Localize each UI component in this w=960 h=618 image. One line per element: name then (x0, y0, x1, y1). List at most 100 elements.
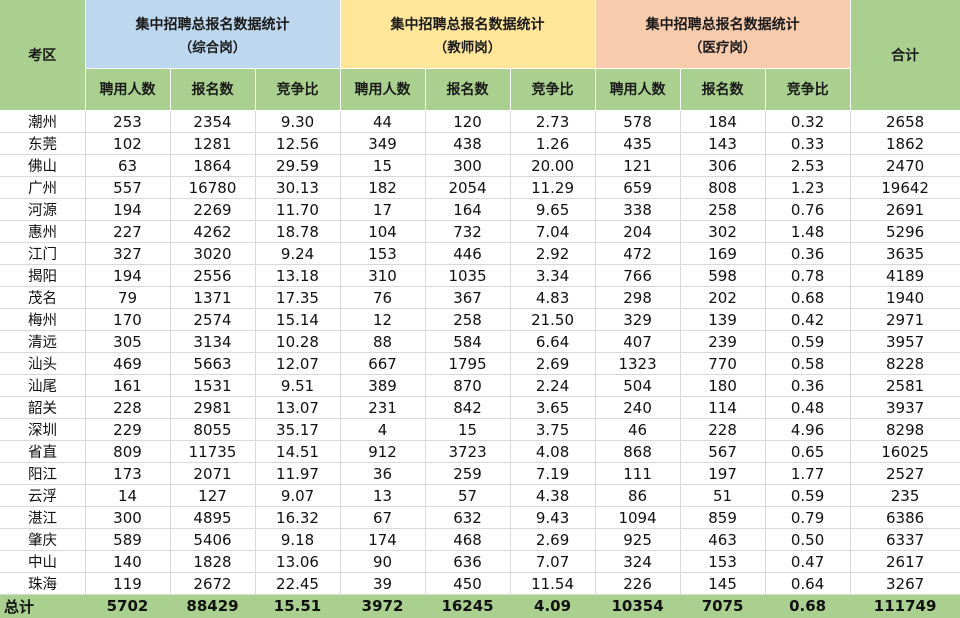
ratio-cell: 3.75 (510, 418, 596, 441)
applicants-cell: 7075 (680, 594, 766, 618)
applicants-cell: 2981 (170, 396, 256, 419)
applicants-cell: 770 (680, 352, 766, 375)
hires-cell: 298 (595, 286, 681, 309)
ratio-cell: 1.26 (510, 132, 596, 155)
hires-cell: 12 (340, 308, 426, 331)
group-header-teacher: 集中招聘总报名数据统计 （教师岗） (340, 0, 596, 69)
region-cell: 汕尾 (0, 374, 86, 397)
applicants-cell: 180 (680, 374, 766, 397)
ratio-cell: 0.76 (765, 198, 851, 221)
region-cell: 河源 (0, 198, 86, 221)
hires-cell: 170 (85, 308, 171, 331)
hires-cell: 925 (595, 528, 681, 551)
hires-cell: 104 (340, 220, 426, 243)
hires-cell: 17 (340, 198, 426, 221)
applicants-cell: 2574 (170, 308, 256, 331)
table-row: 佛山 63 1864 29.59 15 300 20.00 121 306 2.53 2470 (0, 154, 960, 177)
ratio-cell: 3.34 (510, 264, 596, 287)
applicants-cell: 239 (680, 330, 766, 353)
ratio-cell: 7.07 (510, 550, 596, 573)
applicants-cell: 450 (425, 572, 511, 595)
region-header: 考区 (0, 0, 86, 111)
ratio-cell: 0.68 (765, 286, 851, 309)
hires-cell: 76 (340, 286, 426, 309)
ratio-cell: 13.18 (255, 264, 341, 287)
applicants-cell: 202 (680, 286, 766, 309)
applicants-cell: 1795 (425, 352, 511, 375)
ratio-cell: 0.68 (765, 594, 851, 618)
region-cell: 佛山 (0, 154, 86, 177)
region-cell: 梅州 (0, 308, 86, 331)
ratio-cell: 0.65 (765, 440, 851, 463)
hires-cell: 63 (85, 154, 171, 177)
total-header: 合计 (850, 0, 960, 111)
total-cell: 1862 (850, 132, 960, 155)
applicants-cell: 4262 (170, 220, 256, 243)
applicants-cell: 228 (680, 418, 766, 441)
total-cell: 16025 (850, 440, 960, 463)
hires-cell: 240 (595, 396, 681, 419)
ratio-cell: 18.78 (255, 220, 341, 243)
applicants-cell: 127 (170, 484, 256, 507)
ratio-cell: 15.51 (255, 594, 341, 618)
applicants-cell: 8055 (170, 418, 256, 441)
ratio-cell: 0.33 (765, 132, 851, 155)
hires-cell: 5702 (85, 594, 171, 618)
applicants-cell: 2054 (425, 176, 511, 199)
ratio-cell: 4.96 (765, 418, 851, 441)
total-cell: 2527 (850, 462, 960, 485)
ratio-cell: 10.28 (255, 330, 341, 353)
total-cell: 19642 (850, 176, 960, 199)
applicants-cell: 51 (680, 484, 766, 507)
applicants-cell: 4895 (170, 506, 256, 529)
hires-cell: 119 (85, 572, 171, 595)
hires-cell: 13 (340, 484, 426, 507)
ratio-cell: 9.18 (255, 528, 341, 551)
table-row: 潮州 253 2354 9.30 44 120 2.73 578 184 0.32 2658 (0, 110, 960, 133)
ratio-cell: 2.73 (510, 110, 596, 133)
table-row: 汕头 469 5663 12.07 667 1795 2.69 1323 770 0.58 8228 (0, 352, 960, 375)
total-cell: 2971 (850, 308, 960, 331)
hires-cell: 102 (85, 132, 171, 155)
hires-cell: 173 (85, 462, 171, 485)
total-cell: 4189 (850, 264, 960, 287)
ratio-cell: 9.43 (510, 506, 596, 529)
region-cell: 湛江 (0, 506, 86, 529)
hires-cell: 305 (85, 330, 171, 353)
ratio-cell: 9.07 (255, 484, 341, 507)
table-row: 阳江 173 2071 11.97 36 259 7.19 111 197 1.77 2527 (0, 462, 960, 485)
hires-cell: 300 (85, 506, 171, 529)
ratio-cell: 12.07 (255, 352, 341, 375)
applicants-cell: 57 (425, 484, 511, 507)
applicants-cell: 732 (425, 220, 511, 243)
region-cell: 肇庆 (0, 528, 86, 551)
region-cell: 江门 (0, 242, 86, 265)
ratio-cell: 0.58 (765, 352, 851, 375)
region-cell: 揭阳 (0, 264, 86, 287)
hires-cell: 589 (85, 528, 171, 551)
hires-cell: 86 (595, 484, 681, 507)
hires-cell: 194 (85, 198, 171, 221)
applicants-cell: 302 (680, 220, 766, 243)
group-title: 集中招聘总报名数据统计 (645, 17, 800, 34)
table-row: 汕尾 161 1531 9.51 389 870 2.24 504 180 0.36 2581 (0, 374, 960, 397)
hires-cell: 228 (85, 396, 171, 419)
applicants-cell: 1371 (170, 286, 256, 309)
table-row: 清远 305 3134 10.28 88 584 6.64 407 239 0.59 3957 (0, 330, 960, 353)
total-cell: 111749 (850, 594, 960, 618)
hires-cell: 578 (595, 110, 681, 133)
ratio-cell: 1.77 (765, 462, 851, 485)
hires-cell: 44 (340, 110, 426, 133)
ratio-cell: 0.48 (765, 396, 851, 419)
applicants-cell: 184 (680, 110, 766, 133)
applicants-cell: 3020 (170, 242, 256, 265)
total-cell: 5296 (850, 220, 960, 243)
total-cell: 3267 (850, 572, 960, 595)
applicants-cell: 446 (425, 242, 511, 265)
ratio-cell: 7.19 (510, 462, 596, 485)
applicants-cell: 114 (680, 396, 766, 419)
applicants-cell: 145 (680, 572, 766, 595)
applicants-cell: 258 (680, 198, 766, 221)
region-cell: 总计 (0, 594, 86, 618)
total-row: 总计 5702 88429 15.51 3972 16245 4.09 10354 7075 0.… (0, 594, 960, 618)
